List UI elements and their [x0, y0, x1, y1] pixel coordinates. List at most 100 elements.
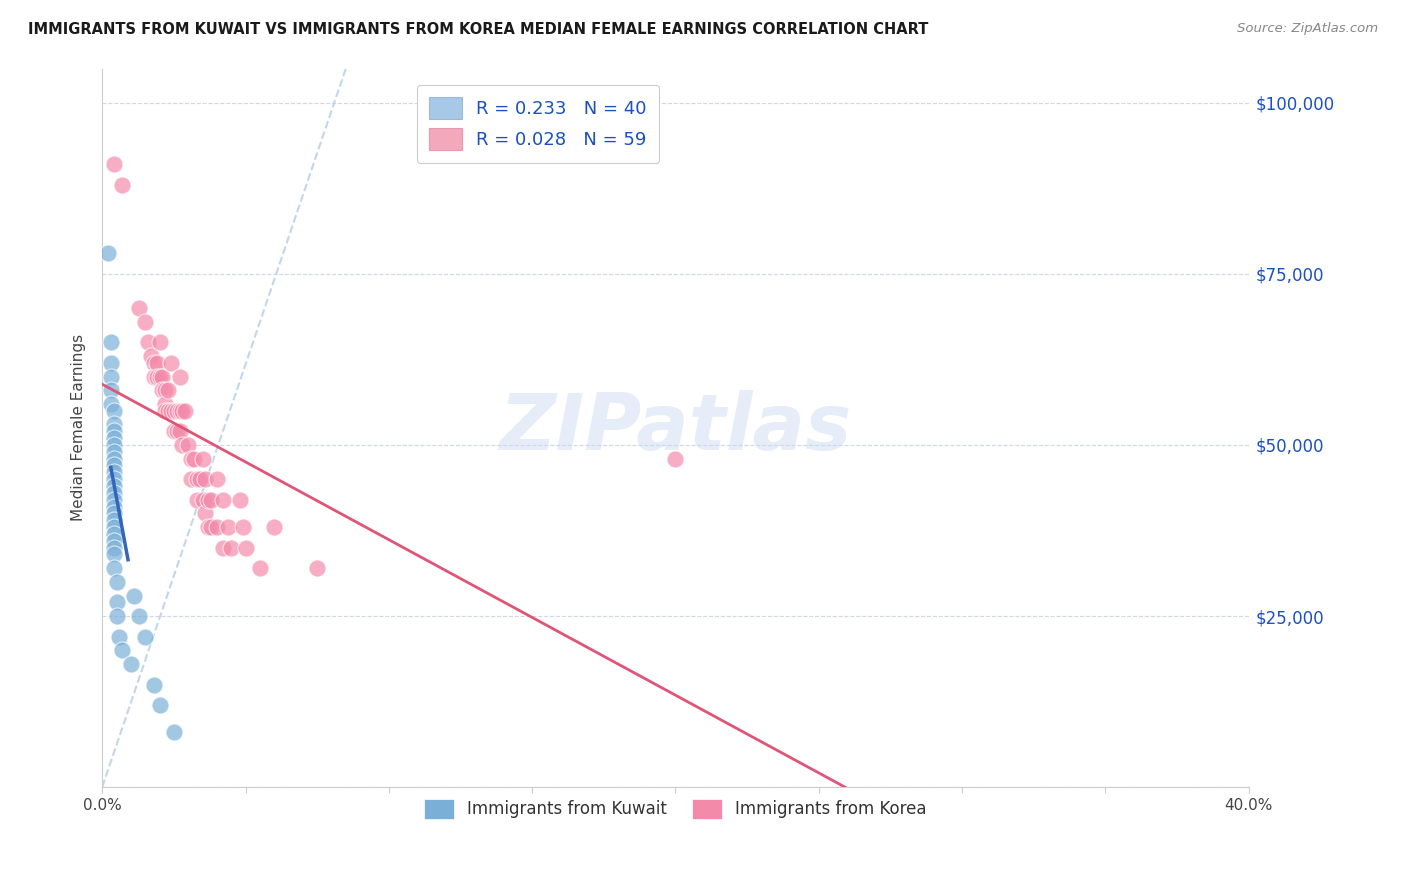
- Point: [197, 492, 219, 507]
- Point: [160, 356, 183, 370]
- Point: [103, 438, 125, 452]
- Point: [217, 520, 239, 534]
- Point: [103, 527, 125, 541]
- Point: [103, 492, 125, 507]
- Point: [120, 657, 142, 671]
- Point: [174, 403, 197, 417]
- Point: [152, 383, 174, 397]
- Point: [200, 492, 222, 507]
- Point: [103, 520, 125, 534]
- Point: [200, 520, 222, 534]
- Point: [163, 403, 186, 417]
- Point: [235, 541, 257, 555]
- Point: [103, 533, 125, 548]
- Point: [155, 403, 177, 417]
- Point: [97, 246, 120, 260]
- Point: [169, 424, 191, 438]
- Point: [103, 403, 125, 417]
- Point: [166, 403, 188, 417]
- Point: [122, 589, 145, 603]
- Point: [142, 356, 165, 370]
- Point: [136, 335, 159, 350]
- Point: [211, 541, 233, 555]
- Point: [155, 383, 177, 397]
- Point: [103, 458, 125, 473]
- Point: [142, 369, 165, 384]
- Point: [105, 595, 128, 609]
- Point: [148, 335, 170, 350]
- Text: ZIPatlas: ZIPatlas: [499, 390, 852, 466]
- Point: [103, 513, 125, 527]
- Point: [134, 315, 156, 329]
- Point: [103, 424, 125, 438]
- Point: [100, 335, 122, 350]
- Point: [134, 630, 156, 644]
- Point: [180, 451, 202, 466]
- Point: [103, 472, 125, 486]
- Point: [169, 403, 191, 417]
- Y-axis label: Median Female Earnings: Median Female Earnings: [72, 334, 86, 522]
- Legend: Immigrants from Kuwait, Immigrants from Korea: Immigrants from Kuwait, Immigrants from …: [418, 792, 934, 826]
- Point: [111, 178, 134, 192]
- Point: [157, 403, 180, 417]
- Point: [157, 383, 180, 397]
- Point: [169, 369, 191, 384]
- Point: [100, 383, 122, 397]
- Point: [197, 520, 219, 534]
- Point: [103, 417, 125, 432]
- Point: [103, 500, 125, 514]
- Point: [103, 431, 125, 445]
- Point: [160, 403, 183, 417]
- Point: [211, 492, 233, 507]
- Point: [103, 561, 125, 575]
- Point: [105, 574, 128, 589]
- Point: [191, 492, 214, 507]
- Point: [186, 472, 208, 486]
- Point: [172, 438, 194, 452]
- Point: [103, 486, 125, 500]
- Point: [163, 424, 186, 438]
- Point: [194, 507, 217, 521]
- Point: [145, 356, 167, 370]
- Point: [194, 472, 217, 486]
- Point: [103, 548, 125, 562]
- Point: [163, 725, 186, 739]
- Point: [180, 472, 202, 486]
- Point: [186, 492, 208, 507]
- Point: [128, 301, 150, 315]
- Point: [205, 520, 228, 534]
- Point: [219, 541, 242, 555]
- Text: IMMIGRANTS FROM KUWAIT VS IMMIGRANTS FROM KOREA MEDIAN FEMALE EARNINGS CORRELATI: IMMIGRANTS FROM KUWAIT VS IMMIGRANTS FRO…: [28, 22, 928, 37]
- Point: [307, 561, 329, 575]
- Point: [664, 451, 686, 466]
- Point: [145, 369, 167, 384]
- Point: [100, 369, 122, 384]
- Point: [263, 520, 285, 534]
- Point: [103, 479, 125, 493]
- Point: [177, 438, 200, 452]
- Point: [166, 424, 188, 438]
- Point: [100, 356, 122, 370]
- Point: [103, 451, 125, 466]
- Point: [205, 472, 228, 486]
- Point: [148, 698, 170, 712]
- Point: [191, 451, 214, 466]
- Point: [249, 561, 271, 575]
- Point: [128, 609, 150, 624]
- Point: [152, 369, 174, 384]
- Point: [108, 630, 131, 644]
- Point: [139, 349, 162, 363]
- Point: [103, 541, 125, 555]
- Point: [155, 397, 177, 411]
- Point: [103, 466, 125, 480]
- Point: [100, 397, 122, 411]
- Point: [142, 677, 165, 691]
- Point: [183, 451, 205, 466]
- Text: Source: ZipAtlas.com: Source: ZipAtlas.com: [1237, 22, 1378, 36]
- Point: [111, 643, 134, 657]
- Point: [103, 507, 125, 521]
- Point: [105, 609, 128, 624]
- Point: [229, 492, 252, 507]
- Point: [148, 369, 170, 384]
- Point: [232, 520, 254, 534]
